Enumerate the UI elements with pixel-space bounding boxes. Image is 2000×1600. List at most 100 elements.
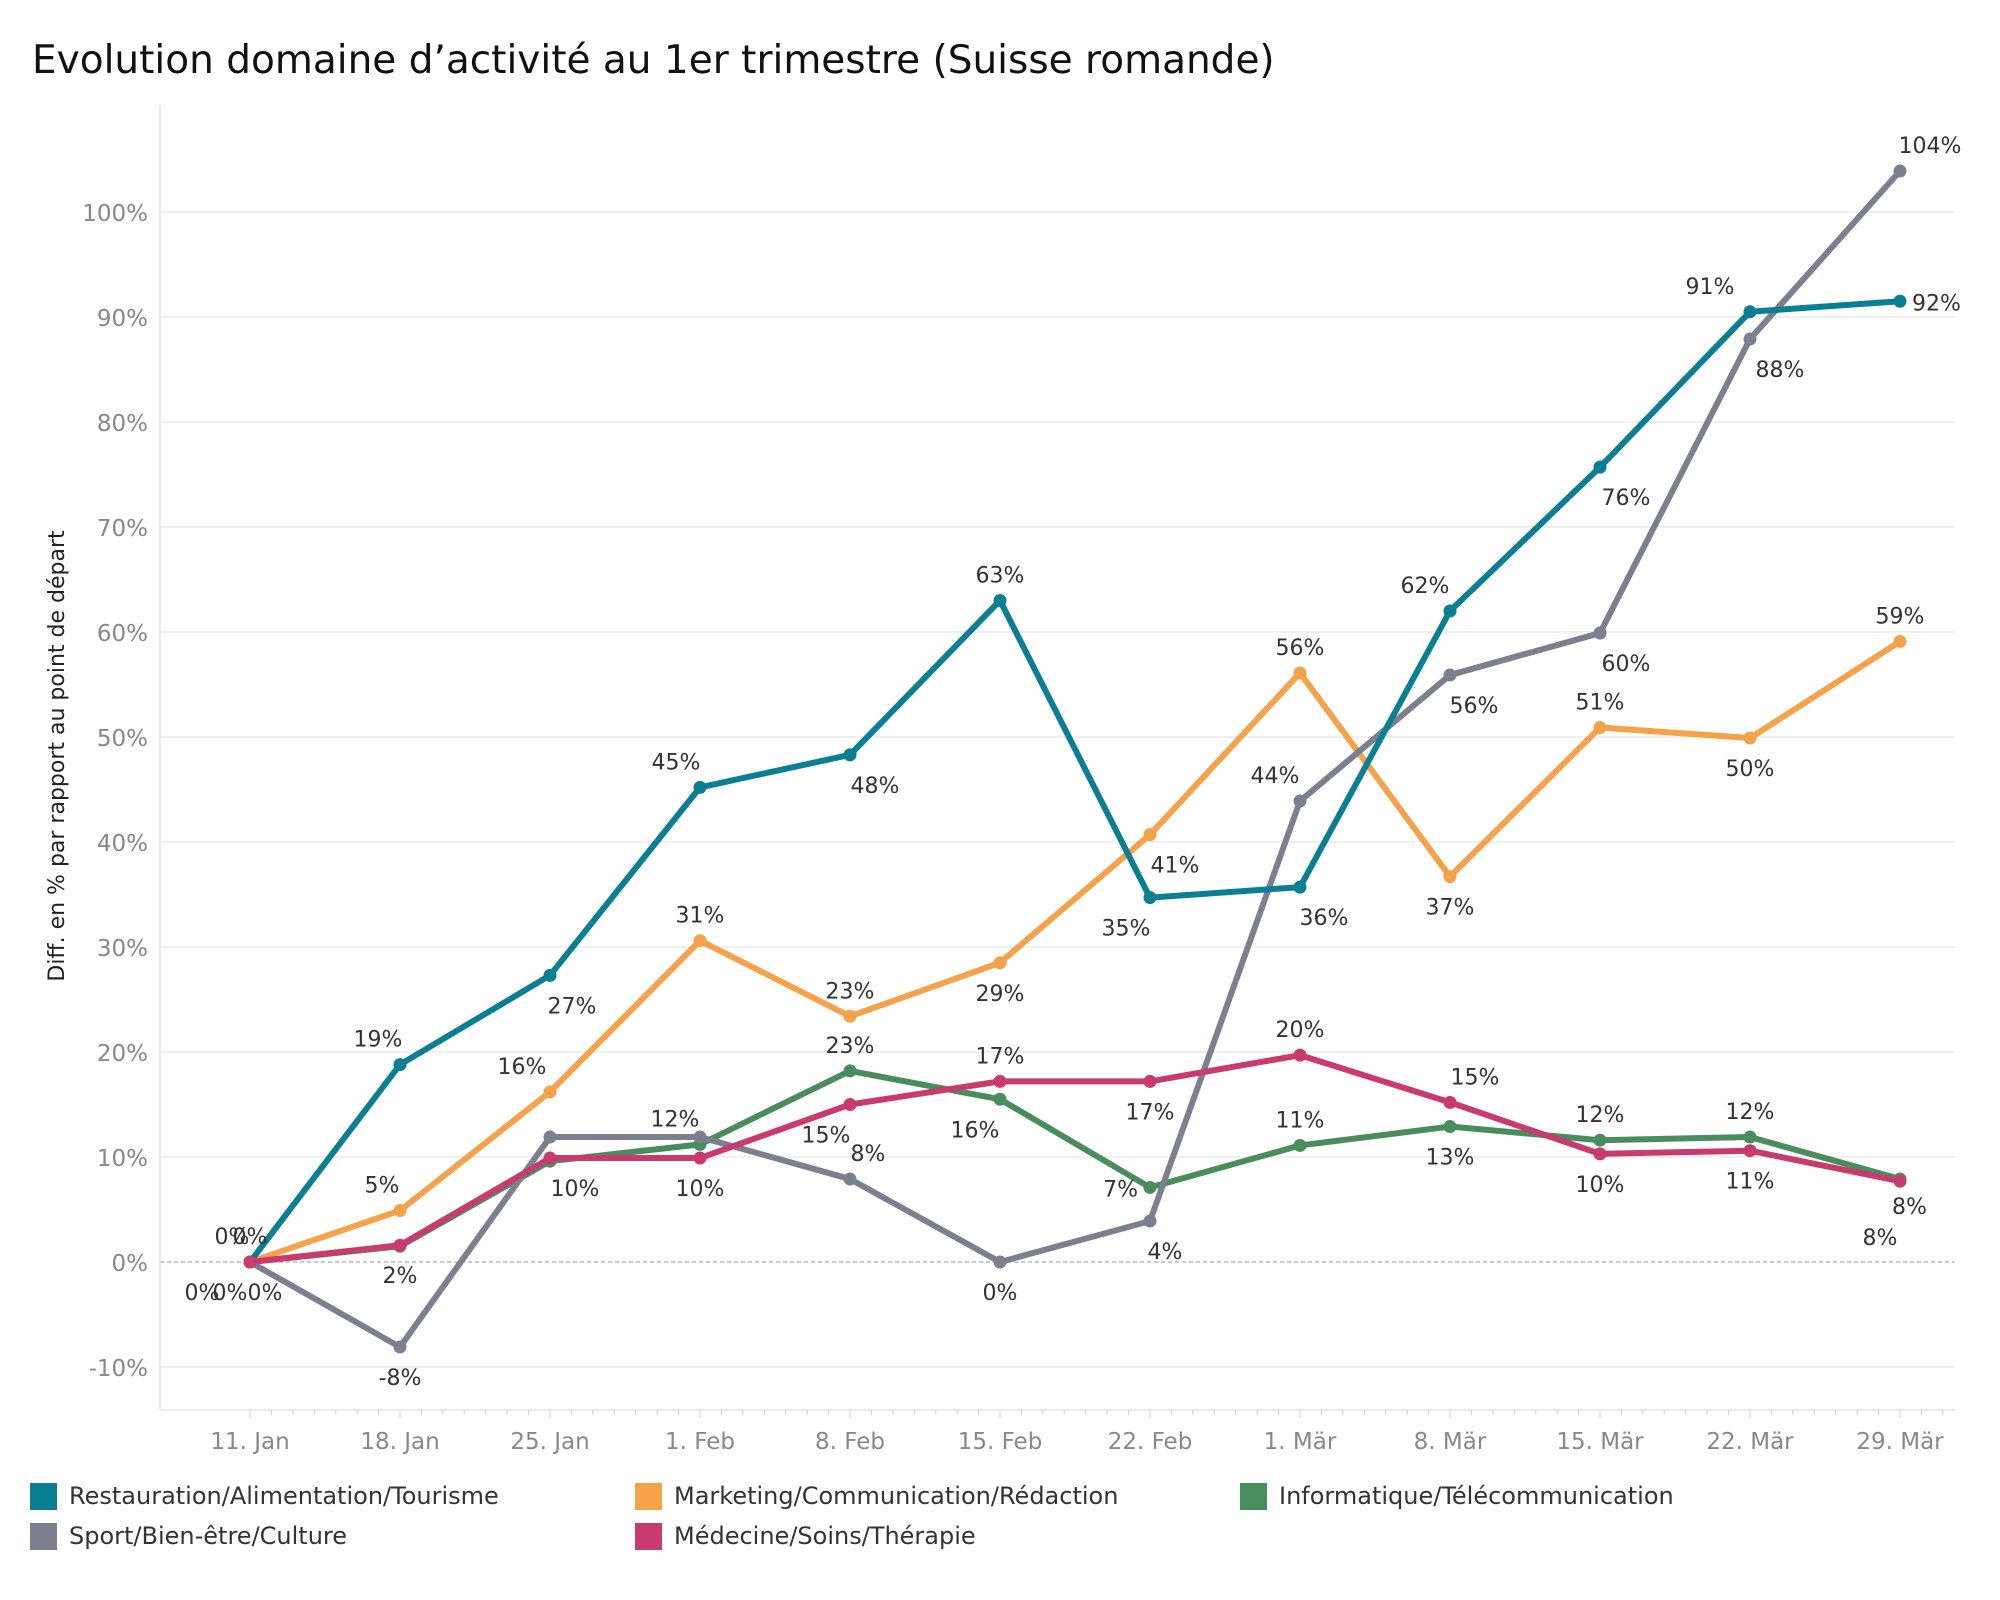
data-point [543,1130,557,1144]
data-label: 12% [1726,1100,1775,1125]
data-label: 62% [1401,574,1450,599]
data-label: 8% [1863,1226,1898,1251]
gridlines [160,211,1955,1368]
data-label: 15% [1451,1065,1500,1090]
x-tick-label: 15. Mär [1556,1429,1644,1455]
data-label: 0% [248,1281,283,1306]
data-point [1143,891,1157,905]
data-label: 50% [1726,757,1775,782]
data-point [1743,305,1757,319]
data-point [993,956,1007,970]
data-point [1743,1144,1757,1158]
legend-label: Informatique/Télécommunication [1279,1482,1674,1510]
data-label: 12% [651,1107,700,1132]
data-point [993,594,1007,607]
data-point [1443,1120,1457,1134]
legend-label: Sport/Bien-être/Culture [69,1522,348,1550]
x-tick-label: 8. Feb [815,1429,885,1455]
data-label: 37% [1426,896,1475,921]
data-label: 56% [1276,636,1325,661]
data-label: 16% [498,1055,547,1080]
data-label: 48% [851,774,900,799]
data-label: 17% [976,1044,1025,1069]
data-label: 11% [1276,1108,1325,1133]
data-point [693,1151,707,1165]
legend-item: Informatique/Télécommunication [1240,1482,1674,1510]
data-label: 41% [1151,854,1200,879]
data-label: 8% [851,1142,886,1167]
data-point [1743,1130,1757,1144]
data-label: 60% [1602,652,1651,677]
data-point [1893,634,1907,648]
series-line [247,1067,1903,1265]
x-tick-label: 1. Feb [665,1429,735,1455]
data-label: 13% [1426,1146,1475,1171]
data-label: 45% [652,750,701,775]
data-label: 12% [1576,1103,1625,1128]
data-label: 8% [1892,1195,1927,1220]
data-point [993,1255,1007,1269]
legend-label: Marketing/Communication/Rédaction [674,1482,1119,1510]
data-point [543,1085,557,1099]
data-point [543,968,557,982]
series-line [247,1052,1903,1265]
data-point [843,748,857,762]
y-tick-label: 90% [97,306,148,332]
x-tick-label: 1. Mär [1264,1429,1337,1455]
legend-swatch [30,1522,57,1550]
data-label: 76% [1602,486,1651,511]
data-label: 44% [1251,764,1300,789]
legend-label: Médecine/Soins/Thérapie [674,1522,976,1550]
data-point [693,780,707,794]
data-label: 0% [185,1281,220,1306]
data-point [1443,1095,1457,1109]
data-label: 0% [233,1225,268,1250]
x-tick-label: 15. Feb [958,1429,1043,1455]
data-point [993,1092,1007,1106]
data-point [693,1130,707,1144]
data-point [243,1255,257,1269]
data-point [1143,1074,1157,1088]
data-point [1893,1174,1907,1188]
data-point [1743,332,1757,346]
legend-item: Sport/Bien-être/Culture [30,1522,347,1550]
data-label: 15% [802,1124,851,1149]
data-point [1893,164,1907,178]
data-point [843,1064,857,1078]
chart-title: Evolution domaine d’activité au 1er trim… [32,38,1275,83]
data-point [1443,604,1457,618]
x-tick-label: 11. Jan [210,1429,289,1455]
data-label: 59% [1876,604,1925,629]
data-label: 0% [983,1281,1018,1306]
legend-swatch [30,1482,57,1510]
data-point [393,1204,407,1218]
data-point [843,1098,857,1111]
data-point [1143,1180,1157,1194]
data-label: 31% [676,904,725,929]
y-tick-label: 10% [97,1146,148,1172]
legend-label: Restauration/Alimentation/Tourisme [69,1482,499,1510]
data-point [1593,1147,1607,1161]
data-label: 0% [213,1281,248,1306]
data-point [1443,668,1457,682]
legend-item: Médecine/Soins/Thérapie [635,1522,976,1550]
data-label: 10% [1576,1173,1625,1198]
data-point [1293,880,1307,894]
x-tick-label: 22. Mär [1706,1429,1794,1455]
x-tick-label: 25. Jan [510,1429,589,1455]
y-tick-label: 70% [97,516,148,542]
series-line [247,168,1903,1351]
series-lines [243,164,1907,1354]
data-label: 23% [826,1034,875,1059]
data-point [1443,870,1457,884]
data-label: -8% [379,1366,422,1391]
data-label: 91% [1686,275,1735,300]
x-tick-label: 18. Jan [360,1429,439,1455]
data-label: 27% [548,994,597,1019]
data-label: 16% [951,1118,1000,1143]
y-tick-label: 30% [97,936,148,962]
y-tick-label: 20% [97,1041,148,1067]
data-label: 35% [1102,917,1151,942]
data-label: 11% [1726,1170,1775,1195]
